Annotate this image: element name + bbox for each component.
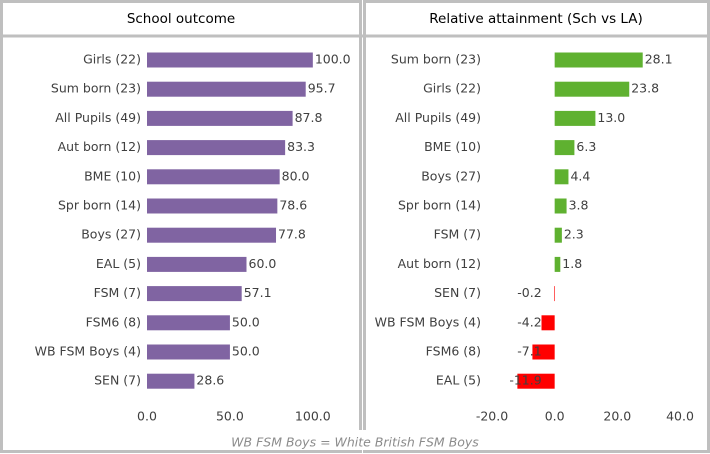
category-label: All Pupils (49) <box>395 110 481 125</box>
category-label: SEN (7) <box>94 373 141 388</box>
value-label: 1.8 <box>562 256 582 271</box>
value-label: 28.6 <box>196 373 224 388</box>
value-label: 6.3 <box>576 139 596 154</box>
bar <box>147 227 277 243</box>
value-label: 3.8 <box>569 198 589 213</box>
bar <box>554 52 643 68</box>
bar <box>532 344 555 360</box>
value-label: 23.8 <box>631 81 659 96</box>
category-label: Spr born (14) <box>58 198 141 213</box>
x-tick-label: -20.0 <box>476 409 508 424</box>
value-label: 28.1 <box>645 52 673 67</box>
bar <box>554 198 567 214</box>
x-tick-label: 0.0 <box>545 409 565 424</box>
bar <box>147 315 230 331</box>
bar <box>541 315 555 331</box>
chart-title: Relative attainment (Sch vs LA) <box>429 11 643 27</box>
bar <box>554 81 630 97</box>
category-label: Girls (22) <box>423 81 481 96</box>
x-tick-label: 50.0 <box>216 409 244 424</box>
value-label: -7.1 <box>517 344 541 359</box>
category-label: BME (10) <box>424 139 481 154</box>
value-label: 95.7 <box>308 81 336 96</box>
bar <box>147 169 280 185</box>
bar <box>554 286 555 302</box>
chart-title: School outcome <box>127 11 235 27</box>
x-tick-label: 100.0 <box>295 409 331 424</box>
value-label: -4.2 <box>517 314 541 329</box>
bar <box>147 81 306 97</box>
value-label: -0.2 <box>517 285 541 300</box>
category-label: BME (10) <box>84 168 141 183</box>
category-label: Spr born (14) <box>398 198 481 213</box>
value-label: 83.3 <box>287 139 315 154</box>
value-label: 2.3 <box>564 227 584 242</box>
category-label: Sum born (23) <box>391 52 481 67</box>
bar <box>147 256 247 272</box>
value-label: 78.6 <box>279 198 307 213</box>
value-label: 50.0 <box>232 314 260 329</box>
bar <box>554 110 596 126</box>
category-label: FSM (7) <box>434 227 481 242</box>
x-tick-label: 0.0 <box>137 409 157 424</box>
note: WB FSM Boys = White British FSM Boys <box>231 435 479 450</box>
category-label: Girls (22) <box>83 52 141 67</box>
bar <box>554 227 562 243</box>
bar <box>147 198 278 214</box>
bar <box>147 373 195 389</box>
value-label: 100.0 <box>315 52 351 67</box>
category-label: EAL (5) <box>96 256 141 271</box>
bar <box>147 286 242 302</box>
category-label: FSM6 (8) <box>86 314 141 329</box>
category-label: Boys (27) <box>81 227 141 242</box>
value-label: 87.8 <box>295 110 323 125</box>
bar <box>517 373 555 389</box>
category-label: WB FSM Boys (4) <box>375 314 481 329</box>
note-area <box>3 430 707 450</box>
x-tick-label: 40.0 <box>666 409 694 424</box>
panel-border <box>0 0 362 453</box>
bar <box>147 52 313 68</box>
category-label: FSM (7) <box>94 285 141 300</box>
bar <box>554 140 575 156</box>
value-label: 4.4 <box>570 168 590 183</box>
x-tick-label: 20.0 <box>603 409 631 424</box>
value-label: 60.0 <box>249 256 277 271</box>
bar <box>554 256 561 272</box>
category-label: EAL (5) <box>436 373 481 388</box>
value-label: 50.0 <box>232 344 260 359</box>
category-label: Sum born (23) <box>51 81 141 96</box>
category-label: FSM6 (8) <box>426 344 481 359</box>
category-label: All Pupils (49) <box>55 110 141 125</box>
category-label: Aut born (12) <box>58 139 141 154</box>
value-label: 57.1 <box>244 285 272 300</box>
bar <box>554 169 569 185</box>
value-label: 80.0 <box>282 168 310 183</box>
bar <box>147 344 230 360</box>
category-label: SEN (7) <box>434 285 481 300</box>
category-label: Boys (27) <box>421 168 481 183</box>
panel-border <box>363 0 710 453</box>
value-label: 13.0 <box>597 110 625 125</box>
bar <box>147 110 293 126</box>
category-label: WB FSM Boys (4) <box>35 344 141 359</box>
category-label: Aut born (12) <box>398 256 481 271</box>
value-label: -11.9 <box>509 373 541 388</box>
bar <box>147 140 286 156</box>
value-label: 77.8 <box>278 227 306 242</box>
